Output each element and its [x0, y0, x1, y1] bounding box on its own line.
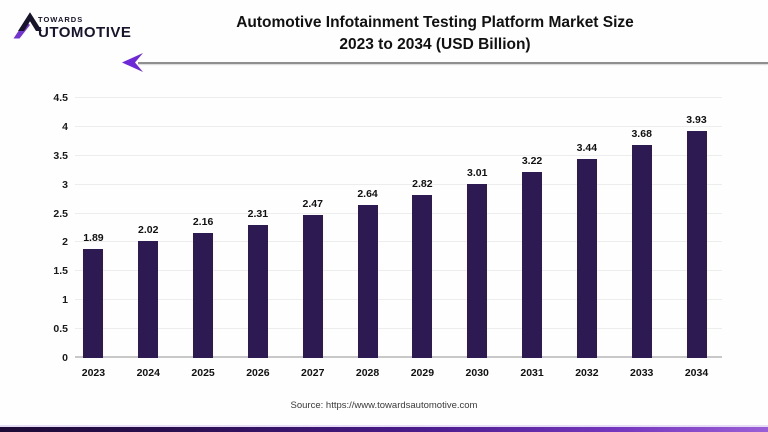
bar-value-label: 2.47	[302, 198, 323, 211]
bar-value-label: 2.82	[412, 178, 433, 191]
bar-series: 1.89 2023 2.02 2024 2.16 2025 2.31 2026 2.47 2027…	[66, 98, 724, 379]
chart-title: Automotive Infotainment Testing Platform…	[140, 12, 730, 57]
chart-title-line2: 2023 to 2034 (USD Billion)	[339, 36, 531, 54]
brand-name-top: TOWARDS	[38, 14, 84, 24]
bar-value-label: 2.64	[357, 188, 378, 201]
x-axis-label: 2023	[81, 367, 106, 379]
bar-group-2023: 1.89 2023	[66, 98, 121, 379]
bar	[467, 184, 488, 358]
bar	[247, 224, 268, 358]
bar-value-label: 1.89	[83, 231, 104, 244]
brand-logo-text: TOWARDS UTOMOTIVE	[38, 14, 132, 41]
x-axis-label: 2026	[246, 367, 270, 379]
y-tick-label: 3	[62, 178, 68, 191]
bar-group-2032: 3.44 2032	[559, 98, 614, 379]
y-tick-label: 4	[62, 120, 68, 133]
source-credit: Source: https://www.towardsautomotive.co…	[290, 400, 478, 411]
arrow-shaft	[138, 62, 768, 64]
bar-group-2031: 3.22 2031	[505, 98, 560, 379]
y-tick-label: 1.5	[53, 265, 68, 278]
bar-value-label: 3.01	[466, 167, 488, 180]
bar	[522, 171, 543, 358]
x-axis-label: 2028	[355, 367, 380, 379]
gridline	[75, 125, 722, 127]
x-axis-line	[75, 356, 722, 358]
bottom-gradient-bar	[0, 425, 768, 432]
x-axis-label: 2025	[191, 367, 215, 379]
y-tick-label: 3.5	[53, 149, 68, 162]
towards-automotive-logo-icon	[13, 12, 42, 39]
x-axis-label: 2024	[136, 367, 160, 379]
bar-group-2030: 3.01 2030	[450, 98, 505, 379]
bar	[193, 233, 214, 358]
bar	[631, 145, 652, 358]
bar	[412, 195, 433, 358]
x-axis-label: 2030	[465, 367, 489, 379]
bar-value-label: 2.02	[138, 224, 159, 237]
bar-group-2029: 2.82 2029	[395, 98, 450, 379]
x-axis-label: 2032	[575, 367, 599, 379]
brand-name-bottom: UTOMOTIVE	[38, 24, 132, 41]
gridline	[75, 97, 722, 98]
bar-group-2025: 2.16 2025	[176, 98, 231, 379]
bar	[357, 205, 378, 358]
bar-value-label: 3.93	[686, 113, 707, 126]
decorative-arrow	[122, 53, 768, 73]
bar	[686, 130, 707, 358]
y-tick-label: 4.5	[53, 92, 68, 104]
y-tick-label: 1	[62, 294, 68, 307]
bar-group-2028: 2.64 2028	[340, 98, 395, 379]
y-tick-label: 2.5	[53, 207, 68, 220]
bar-value-label: 2.31	[247, 207, 269, 220]
x-axis-label: 2029	[410, 367, 435, 379]
brand-logo: TOWARDS UTOMOTIVE	[12, 10, 131, 40]
bar-group-2034: 3.93 2034	[669, 98, 724, 379]
y-axis: 0 0.5 1 1.5 2 2.5 3 3.5 4 4.5	[28, 92, 68, 364]
x-axis-label: 2031	[520, 367, 544, 379]
bar-group-2033: 3.68 2033	[614, 98, 669, 379]
gridline	[75, 270, 722, 272]
bar-group-2024: 2.02 2024	[121, 98, 176, 379]
bar	[83, 248, 104, 358]
arrow-head-icon	[122, 53, 143, 72]
x-axis-label: 2027	[301, 367, 325, 379]
gridline	[75, 183, 722, 185]
y-tick-label: 0	[62, 352, 68, 364]
bar-value-label: 3.44	[576, 142, 598, 155]
gridline	[75, 154, 722, 156]
gridline	[75, 212, 722, 214]
bar	[138, 241, 159, 358]
y-tick-label: 0.5	[53, 323, 68, 336]
bar-group-2027: 2.47 2027	[285, 98, 340, 379]
x-axis-label: 2033	[630, 367, 654, 379]
gridline	[75, 328, 722, 330]
bar	[576, 159, 597, 358]
x-axis-label: 2034	[684, 367, 709, 379]
bar	[302, 215, 323, 358]
chart-title-line1: Automotive Infotainment Testing Platform…	[236, 14, 634, 31]
gridline	[75, 241, 722, 243]
bar-group-2026: 2.31 2026	[230, 98, 285, 379]
bar-value-label: 3.22	[521, 154, 543, 167]
gridline	[75, 299, 722, 301]
plot-area	[75, 97, 722, 358]
bar-value-label: 3.68	[631, 128, 652, 141]
bar-value-label: 2.16	[192, 216, 214, 229]
y-tick-label: 2	[62, 236, 68, 249]
